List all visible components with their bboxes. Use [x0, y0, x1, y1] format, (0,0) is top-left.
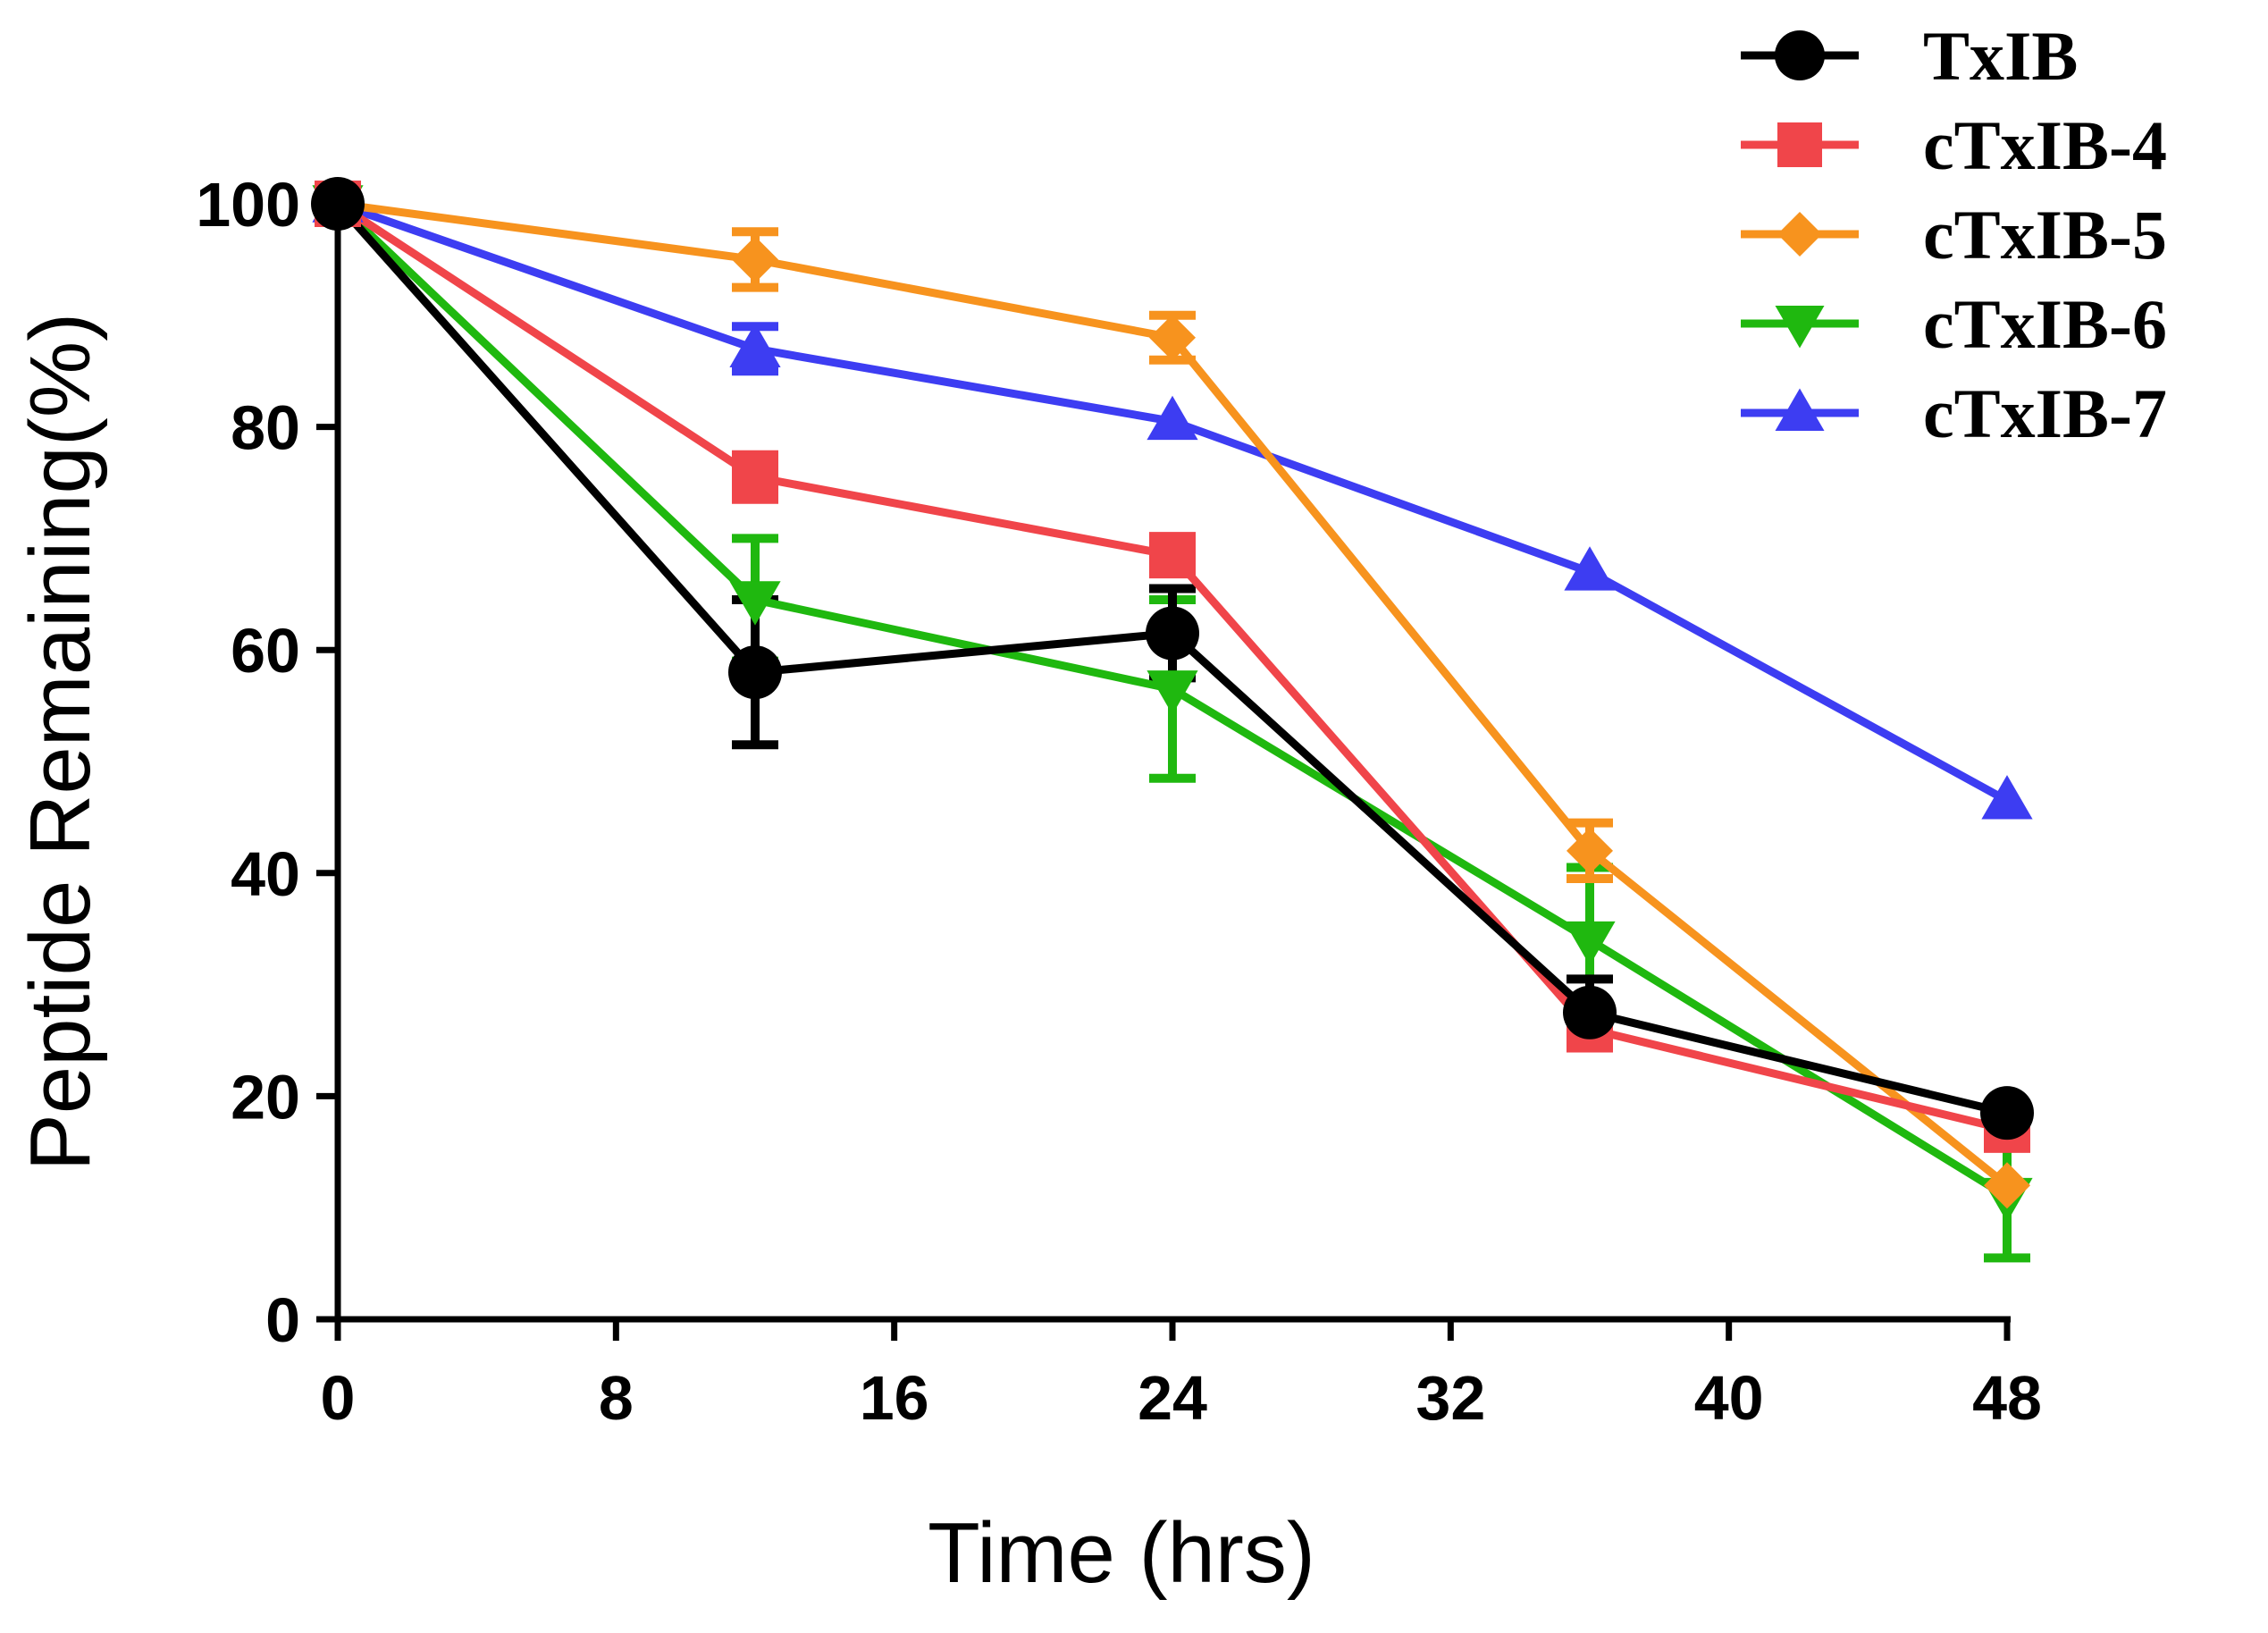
- data-point: [1146, 606, 1199, 661]
- legend: TxIB cTxIB-4 cTxIB-5 cTxIB-6 cTxIB-7: [1741, 17, 2167, 452]
- x-tick-label: 16: [860, 1363, 929, 1433]
- x-tick-label: 8: [599, 1363, 634, 1433]
- error-bars-layer: [732, 227, 2030, 1263]
- legend-label: cTxIB-7: [1923, 375, 2167, 452]
- y-tick-label: 40: [231, 839, 300, 909]
- y-tick-label: 0: [265, 1285, 300, 1355]
- data-point: [1564, 546, 1616, 591]
- x-tick-label: 24: [1138, 1363, 1207, 1433]
- data-point: [1149, 314, 1196, 361]
- legend-marker: [1775, 30, 1825, 80]
- markers-layer: [311, 177, 2034, 1223]
- legend-label: cTxIB-4: [1923, 106, 2167, 184]
- data-point: [1980, 1086, 2034, 1141]
- y-tick-label: 100: [196, 170, 300, 240]
- data-point: [729, 581, 781, 626]
- data-point: [732, 236, 778, 283]
- data-point: [729, 323, 781, 368]
- legend-marker: [1777, 122, 1822, 167]
- x-tick-label: 48: [1972, 1363, 2042, 1433]
- legend-marker: [1775, 388, 1825, 431]
- legend-label: cTxIB-6: [1923, 285, 2167, 363]
- x-tick-label: 40: [1694, 1363, 1764, 1433]
- data-point: [1567, 827, 1613, 874]
- x-tick-label: 0: [321, 1363, 356, 1433]
- legend-label: TxIB: [1923, 17, 2078, 95]
- data-point: [728, 645, 782, 700]
- axes-layer: 0 20 40 60 80 100 0 8 16 24 32 40 48: [196, 170, 2042, 1433]
- data-point: [1563, 985, 1617, 1040]
- y-axis-title: Peptide Remaining(%): [13, 313, 108, 1171]
- legend-marker: [1777, 212, 1822, 257]
- data-point: [1984, 1162, 2030, 1209]
- data-point: [732, 453, 778, 501]
- y-tick-label: 80: [231, 393, 300, 463]
- legend-marker: [1775, 306, 1825, 349]
- data-point: [1149, 532, 1196, 579]
- y-tick-label: 60: [231, 616, 300, 686]
- y-tick-label: 20: [231, 1062, 300, 1132]
- data-point: [1981, 775, 2033, 820]
- data-point: [1147, 670, 1198, 715]
- legend-label: cTxIB-5: [1923, 196, 2167, 274]
- x-tick-label: 32: [1415, 1363, 1485, 1433]
- data-point: [1564, 921, 1616, 966]
- x-axis-title: Time (hrs): [928, 1505, 1315, 1601]
- data-point: [1147, 395, 1198, 441]
